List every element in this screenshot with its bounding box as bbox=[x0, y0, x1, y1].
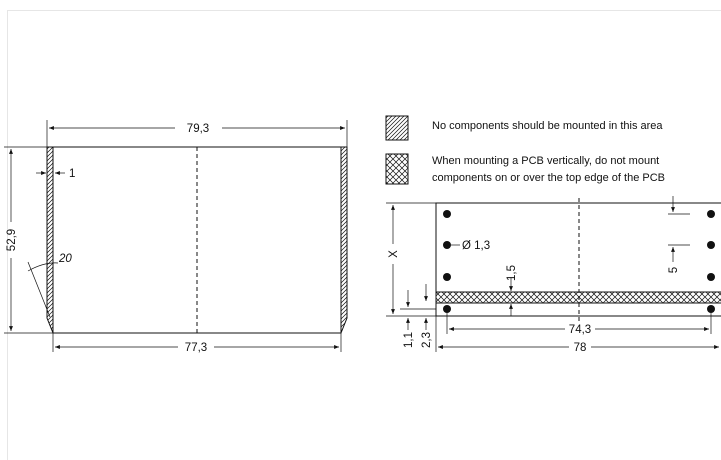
hole bbox=[707, 273, 715, 281]
hole bbox=[707, 241, 715, 249]
legend-crosshatch-swatch bbox=[385, 153, 409, 185]
dim-top-width: 79,3 bbox=[187, 123, 209, 135]
right-hatched-edge bbox=[340, 146, 348, 334]
dim-edge-thickness: 1 bbox=[69, 168, 75, 180]
left-hatched-edge bbox=[46, 146, 54, 334]
legend-hatch-swatch bbox=[385, 115, 409, 141]
legend-crosshatch-line2: components on or over the top edge of th… bbox=[432, 172, 665, 184]
hole bbox=[707, 305, 715, 313]
legend-crosshatch-line1: When mounting a PCB vertically, do not m… bbox=[432, 155, 659, 167]
dim-hole-pitch: 5 bbox=[668, 267, 680, 273]
dim-inner-width: 74,3 bbox=[569, 324, 591, 336]
left-drawing: 79,3 77,3 52,9 1 20 bbox=[4, 120, 348, 354]
dim-offset-small: 1,1 bbox=[403, 332, 415, 348]
legend: No components should be mounted in this … bbox=[385, 115, 665, 185]
dim-bottom-width: 77,3 bbox=[185, 342, 207, 354]
hole bbox=[443, 273, 451, 281]
dim-height: 52,9 bbox=[6, 229, 18, 251]
hole bbox=[443, 305, 451, 313]
dim-hole-diameter: Ø 1,3 bbox=[462, 240, 490, 252]
pcb-outline bbox=[435, 202, 721, 317]
dim-offset-large: 2,3 bbox=[421, 332, 433, 348]
dim-angle: 20 bbox=[58, 253, 72, 265]
dim-strip-height: 1,5 bbox=[506, 265, 518, 281]
hole bbox=[707, 210, 715, 218]
dim-height-x: X bbox=[388, 250, 400, 258]
dim-outer-width: 78 bbox=[574, 342, 587, 354]
drawing-frame bbox=[7, 10, 721, 460]
hole bbox=[443, 241, 451, 249]
hole bbox=[443, 210, 451, 218]
legend-hatch-text: No components should be mounted in this … bbox=[432, 120, 663, 132]
right-drawing: Ø 1,3 X 1,5 5 1,1 2,3 74,3 bbox=[386, 196, 721, 354]
